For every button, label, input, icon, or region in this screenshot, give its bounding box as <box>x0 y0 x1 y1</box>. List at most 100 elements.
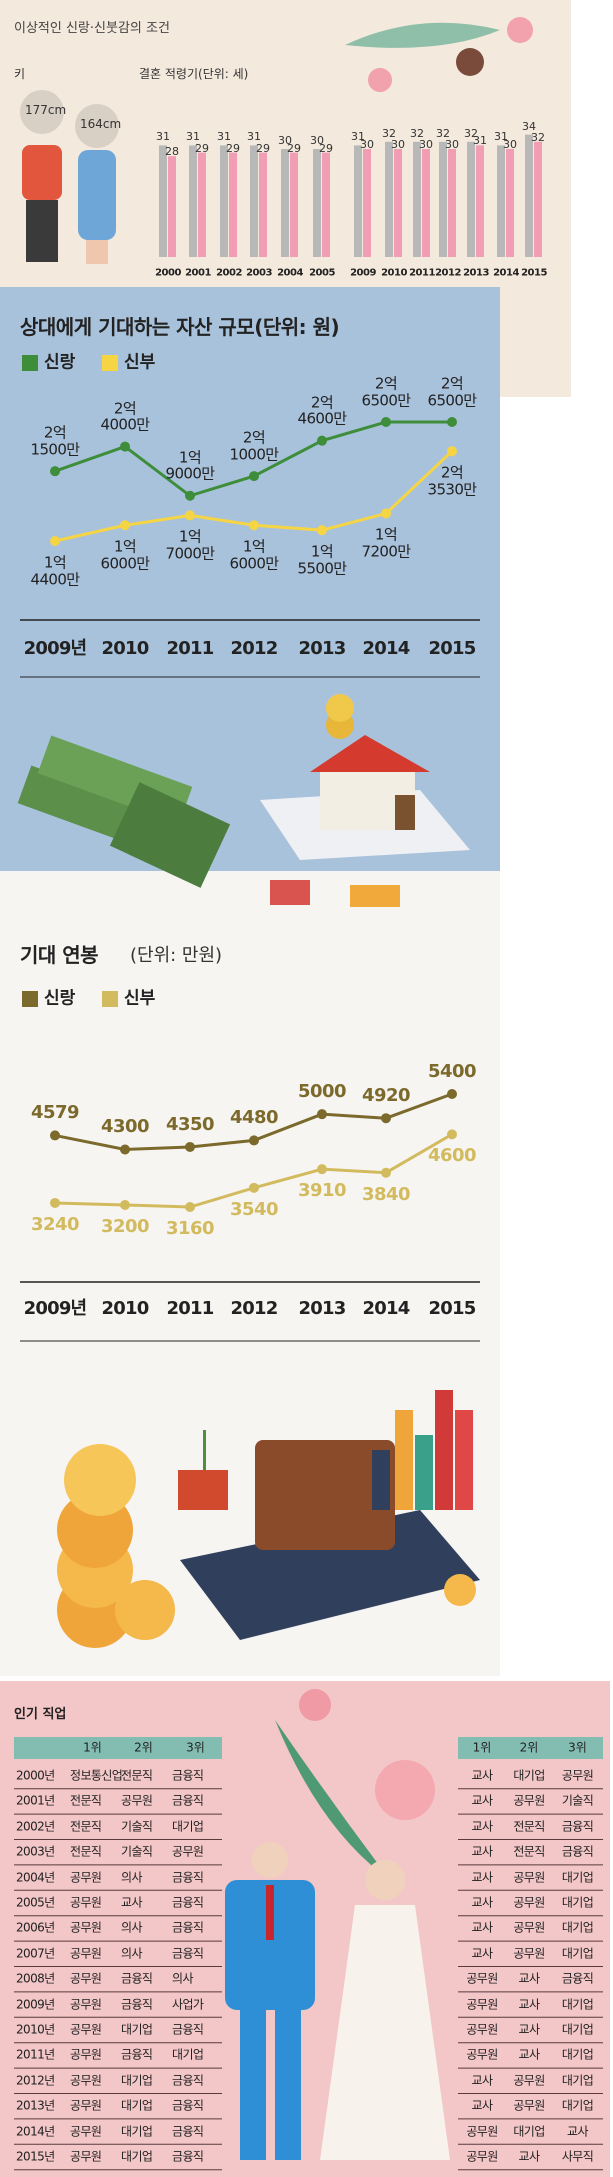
data-point <box>120 1144 130 1155</box>
table-cell: 금융직 <box>172 1870 204 1884</box>
bar <box>534 141 542 257</box>
bar <box>413 141 421 257</box>
bar <box>259 152 267 257</box>
data-point <box>185 1202 195 1212</box>
table-cell: 대기업 <box>561 1997 594 2011</box>
data-label: 4579 <box>30 1102 80 1124</box>
table-cell: 사무직 <box>561 2149 594 2164</box>
table-cell: 공무원 <box>70 1971 102 1986</box>
table-cell: 대기업 <box>561 1920 594 1935</box>
x-tick-label: 2013 <box>463 267 489 279</box>
data-label: 32 <box>410 126 424 140</box>
table-cell: 금융직 <box>561 1971 594 1986</box>
table-cell: 전문직 <box>121 1768 153 1783</box>
data-label: 2억 1000만 <box>229 428 280 464</box>
table-cell: 금융직 <box>561 1844 594 1859</box>
table-cell: 대기업 <box>172 1819 204 1834</box>
legend-swatch <box>22 991 38 1007</box>
data-point <box>317 1109 327 1120</box>
data-point <box>120 1199 130 1210</box>
legend-swatch <box>22 355 38 371</box>
bar <box>168 156 176 257</box>
data-label: 31 <box>186 130 200 144</box>
x-tick-label: 2014 <box>493 267 519 279</box>
data-label: 31 <box>494 130 508 144</box>
data-point <box>317 1164 327 1175</box>
table-cell: 대기업 <box>561 1870 594 1884</box>
table-cell: 공무원 <box>70 2022 102 2037</box>
table-cell: 교사 <box>471 1793 493 1808</box>
table-cell: 의사 <box>121 1946 142 1961</box>
table-cell: 대기업 <box>121 2098 153 2113</box>
data-label: 29 <box>256 141 270 155</box>
table-cell: 2001년 <box>16 1793 55 1808</box>
table-cell: 공무원 <box>466 2124 498 2138</box>
table-cell: 대기업 <box>513 1768 545 1783</box>
data-label: 29 <box>319 141 333 155</box>
table-cell: 기술직 <box>121 1819 153 1834</box>
bar <box>290 152 298 257</box>
data-label: 34 <box>522 119 536 133</box>
x-tick-label: 2010 <box>381 267 407 279</box>
data-point <box>317 525 327 536</box>
data-label: 2억 3530만 <box>427 463 478 499</box>
legend-label: 신부 <box>124 988 156 1009</box>
table-cell: 금융직 <box>172 1946 204 1961</box>
table-cell: 공무원 <box>70 1870 102 1884</box>
height-value: 177cm <box>25 103 67 117</box>
head-bubble <box>75 104 119 148</box>
x-tick-label: 2012 <box>230 638 279 660</box>
column-header: 2위 <box>134 1740 153 1755</box>
table-cell: 대기업 <box>561 1895 594 1910</box>
data-label: 28 <box>165 145 179 159</box>
x-tick-label: 2011 <box>409 267 435 279</box>
table-cell: 공무원 <box>70 2149 102 2164</box>
table-cell: 대기업 <box>172 2047 204 2062</box>
flower-decoration <box>507 17 533 43</box>
bar <box>189 145 197 257</box>
table-cell: 전문직 <box>70 1793 102 1808</box>
table-header <box>14 1737 222 1759</box>
table-cell: 공무원 <box>70 2047 102 2062</box>
data-label: 4920 <box>361 1085 411 1107</box>
couple-illustration <box>225 1689 450 2160</box>
table-cell: 금융직 <box>172 2098 204 2113</box>
data-point <box>249 520 259 531</box>
table-cell: 공무원 <box>466 2047 498 2062</box>
data-label: 2억 4000만 <box>100 399 151 434</box>
data-label: 3200 <box>100 1216 150 1238</box>
table-cell: 금융직 <box>172 2124 204 2138</box>
table-cell: 전문직 <box>70 1844 102 1859</box>
x-tick-label: 2011 <box>166 638 215 660</box>
x-tick-label: 2015 <box>521 267 547 279</box>
table-cell: 금융직 <box>121 1971 153 1986</box>
x-tick-label: 2010 <box>101 1298 150 1320</box>
table-cell: 2006년 <box>16 1920 55 1935</box>
table-cell: 금융직 <box>172 2073 204 2088</box>
bar <box>394 149 402 257</box>
data-point <box>447 417 457 427</box>
column-header: 1위 <box>472 1740 492 1755</box>
data-label: 32 <box>531 130 545 144</box>
column-header: 3위 <box>186 1740 205 1755</box>
groom-figure <box>22 145 62 200</box>
data-label: 31 <box>351 130 365 144</box>
bar <box>422 149 430 257</box>
data-point <box>249 1135 259 1146</box>
chart-title: 상대에게 기대하는 자산 규모(단위: 원) <box>20 315 340 339</box>
data-point <box>185 510 195 521</box>
data-label: 30 <box>391 137 405 151</box>
table-cell: 2009년 <box>16 1997 55 2011</box>
table-cell: 공무원 <box>70 1946 102 1961</box>
money-illustration <box>17 694 470 907</box>
x-tick-label: 2005 <box>309 267 335 279</box>
bar <box>525 134 533 257</box>
table-cell: 대기업 <box>121 2149 153 2164</box>
table-cell: 전문직 <box>70 1819 102 1834</box>
table-cell: 대기업 <box>513 2124 545 2138</box>
table-cell: 의사 <box>121 1920 142 1935</box>
table-cell: 금융직 <box>172 1895 204 1910</box>
data-label: 2억 4600만 <box>297 393 348 428</box>
data-point <box>249 471 259 482</box>
